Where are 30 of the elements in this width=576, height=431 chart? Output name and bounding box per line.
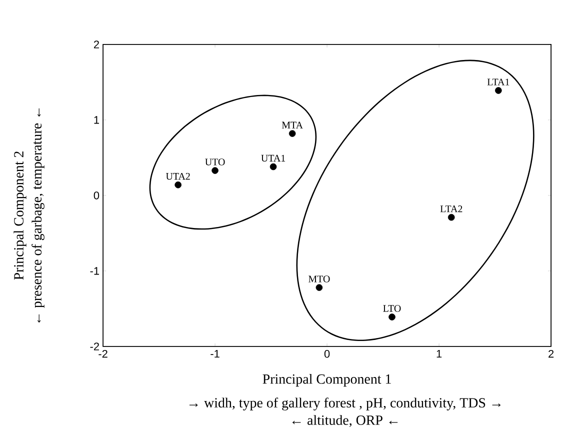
x-tick-label: -1 bbox=[210, 350, 220, 358]
text: ← altitude, ORP ← bbox=[292, 415, 398, 427]
point bbox=[316, 284, 323, 291]
y-tick-label: 0 bbox=[94, 192, 100, 200]
y-tick-label: 1 bbox=[94, 116, 99, 124]
point bbox=[448, 214, 455, 221]
x-tick-label: 2 bbox=[548, 350, 554, 358]
annotation: UTA2 bbox=[166, 172, 190, 180]
point bbox=[270, 163, 277, 170]
annotation: LTA2 bbox=[440, 206, 462, 212]
x-axis-title: Principal Component 1 bbox=[262, 374, 391, 387]
annotation: UTA1 bbox=[261, 154, 286, 162]
x-tick-label: 0 bbox=[324, 350, 330, 358]
y-tick-label: -2 bbox=[90, 342, 99, 350]
y-tick-label: -1 bbox=[90, 267, 99, 275]
point bbox=[174, 181, 182, 188]
x-tick-label: 1 bbox=[436, 350, 442, 358]
point bbox=[212, 167, 218, 174]
annotation: UTO bbox=[205, 158, 225, 166]
annotation: LTO bbox=[383, 305, 401, 312]
text: Principal Component 2 bbox=[14, 152, 26, 280]
point bbox=[288, 130, 296, 137]
text: → widh, type of gallery forest , pH, condutivity, TDS → bbox=[189, 398, 501, 410]
point bbox=[495, 87, 502, 94]
annotation: LTA1 bbox=[487, 78, 510, 86]
point bbox=[388, 314, 396, 320]
annotation: MTO bbox=[308, 276, 330, 282]
y-tick-label: 2 bbox=[94, 40, 99, 48]
annotation: MTA bbox=[282, 122, 303, 128]
text: ← presence of garbage, temperature ← bbox=[32, 108, 44, 323]
